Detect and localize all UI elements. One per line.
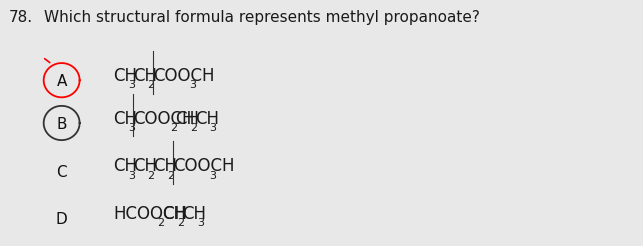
Text: CH: CH (133, 157, 157, 175)
Text: CH: CH (175, 109, 199, 127)
Text: 3: 3 (128, 123, 135, 133)
Text: CH: CH (163, 205, 186, 223)
Text: CH: CH (195, 109, 219, 127)
Text: 3: 3 (128, 80, 135, 90)
Text: 3: 3 (210, 123, 217, 133)
Text: 3: 3 (190, 80, 197, 90)
Text: Which structural formula represents methyl propanoate?: Which structural formula represents meth… (44, 11, 480, 26)
Text: 2: 2 (190, 123, 197, 133)
Text: CH: CH (113, 157, 137, 175)
Text: 2: 2 (177, 218, 185, 228)
Text: 2: 2 (170, 123, 177, 133)
Text: CH: CH (182, 205, 206, 223)
Text: HCOOCH: HCOOCH (113, 205, 187, 223)
Text: D: D (56, 212, 68, 227)
Text: COOCH: COOCH (153, 67, 214, 85)
Text: 2: 2 (168, 171, 175, 181)
Text: A: A (57, 74, 67, 89)
Text: 2: 2 (148, 80, 155, 90)
Text: 78.: 78. (8, 11, 33, 26)
Text: 2: 2 (148, 171, 155, 181)
Text: 2: 2 (158, 218, 165, 228)
Text: B: B (57, 117, 67, 132)
Text: C: C (57, 165, 67, 180)
Text: CH: CH (113, 67, 137, 85)
Text: 3: 3 (210, 171, 217, 181)
Text: 3: 3 (197, 218, 204, 228)
Text: CH: CH (113, 109, 137, 127)
Text: COOCH: COOCH (173, 157, 234, 175)
Text: COOCH: COOCH (133, 109, 194, 127)
Text: CH: CH (133, 67, 157, 85)
Text: CH: CH (153, 157, 177, 175)
Text: 3: 3 (128, 171, 135, 181)
